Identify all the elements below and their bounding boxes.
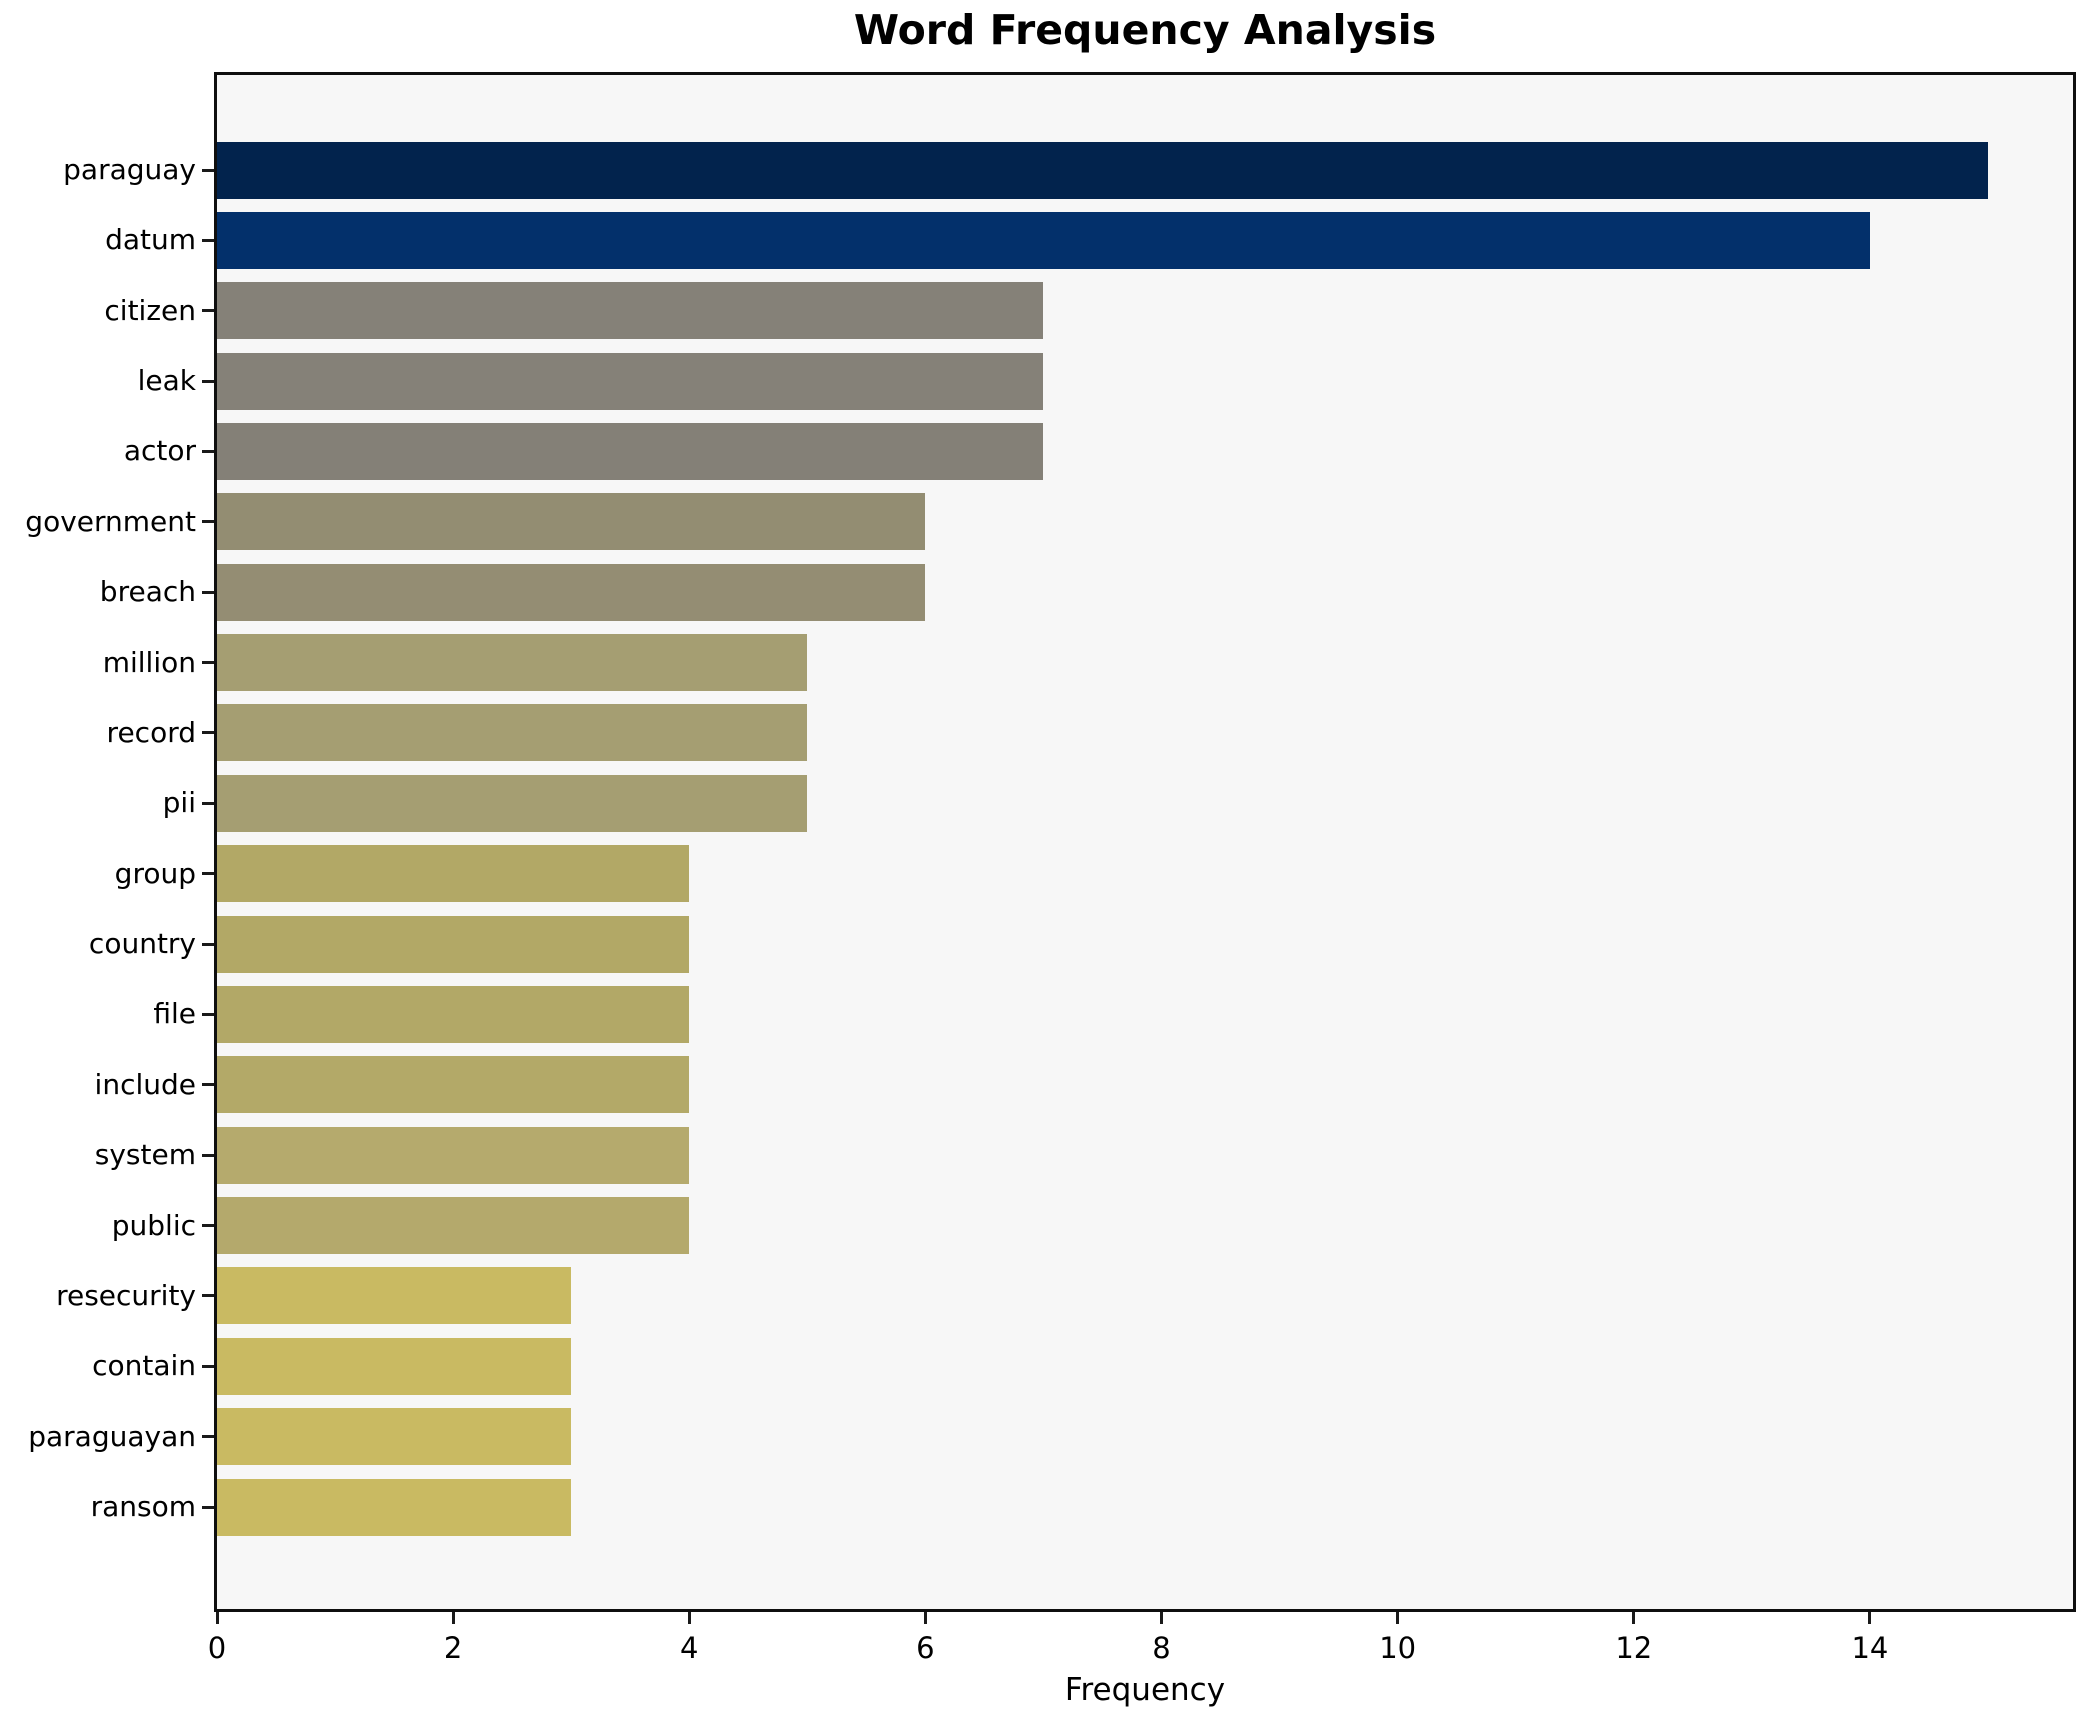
y-tick-label-government: government <box>25 504 196 538</box>
y-tick-label-country: country <box>88 927 196 961</box>
y-tick-label-million: million <box>102 645 196 679</box>
x-tick-label-4: 4 <box>680 1631 699 1665</box>
bar-leak <box>217 352 1044 410</box>
y-tick-label-paraguayan: paraguayan <box>28 1419 196 1453</box>
chart-title: Word Frequency Analysis <box>853 6 1437 54</box>
y-tick-mark <box>202 1435 214 1439</box>
y-tick-label-include: include <box>94 1067 196 1101</box>
bar-public <box>217 1197 690 1255</box>
x-tick-mark <box>215 1612 219 1624</box>
y-tick-mark <box>202 520 214 524</box>
bar-million <box>217 634 808 692</box>
x-tick-label-6: 6 <box>916 1631 935 1665</box>
y-tick-label-group: group <box>114 856 196 890</box>
y-tick-mark <box>202 1012 214 1016</box>
y-tick-mark <box>202 801 214 805</box>
y-tick-mark <box>202 1364 214 1368</box>
x-tick-label-8: 8 <box>1152 1631 1171 1665</box>
bar-actor <box>217 422 1044 480</box>
y-tick-mark <box>202 1505 214 1509</box>
y-tick-label-datum: datum <box>105 223 196 257</box>
y-tick-label-ransom: ransom <box>90 1490 196 1524</box>
y-tick-mark <box>202 942 214 946</box>
x-tick-mark <box>923 1612 927 1624</box>
plot-area <box>214 72 2076 1612</box>
x-tick-mark <box>451 1612 455 1624</box>
y-tick-label-pii: pii <box>162 786 196 820</box>
bar-breach <box>217 563 926 621</box>
bar-citizen <box>217 282 1044 340</box>
y-tick-mark <box>202 661 214 665</box>
x-tick-label-2: 2 <box>443 1631 463 1665</box>
bar-country <box>217 915 690 973</box>
bar-datum <box>217 211 1870 269</box>
y-tick-mark <box>202 1294 214 1298</box>
x-tick-label-10: 10 <box>1379 1631 1417 1665</box>
y-tick-label-contain: contain <box>92 1349 196 1383</box>
x-tick-label-14: 14 <box>1851 1631 1889 1665</box>
y-tick-mark <box>202 309 214 313</box>
y-tick-label-system: system <box>94 1138 196 1172</box>
bar-paraguayan <box>217 1408 572 1466</box>
y-tick-label-leak: leak <box>137 364 196 398</box>
x-tick-mark <box>1632 1612 1636 1624</box>
bar-group <box>217 845 690 903</box>
bar-include <box>217 1056 690 1114</box>
x-tick-label-0: 0 <box>207 1631 227 1665</box>
x-tick-mark <box>1396 1612 1400 1624</box>
bar-government <box>217 493 926 551</box>
bar-pii <box>217 774 808 832</box>
y-tick-mark <box>202 1224 214 1228</box>
y-tick-label-paraguay: paraguay <box>63 153 196 186</box>
y-tick-label-resecurity: resecurity <box>56 1278 196 1312</box>
bar-file <box>217 985 690 1043</box>
y-tick-label-citizen: citizen <box>104 293 196 327</box>
y-tick-mark <box>202 1153 214 1157</box>
bar-ransom <box>217 1478 572 1536</box>
x-tick-mark <box>1160 1612 1164 1624</box>
y-tick-mark <box>202 590 214 594</box>
y-tick-label-file: file <box>153 997 196 1031</box>
bar-paraguay <box>217 141 1988 199</box>
y-tick-label-record: record <box>106 715 196 749</box>
bar-resecurity <box>217 1267 572 1325</box>
y-tick-mark <box>202 379 214 383</box>
x-axis-label: Frequency <box>1064 1672 1226 1708</box>
y-tick-label-public: public <box>111 1208 196 1242</box>
x-tick-label-12: 12 <box>1615 1631 1653 1665</box>
y-tick-mark <box>202 168 214 172</box>
bar-system <box>217 1126 690 1184</box>
y-tick-mark <box>202 1083 214 1087</box>
y-tick-label-actor: actor <box>123 434 196 468</box>
y-tick-mark <box>202 731 214 735</box>
bar-record <box>217 704 808 762</box>
x-tick-mark <box>1868 1612 1872 1624</box>
y-tick-mark <box>202 872 214 876</box>
y-tick-mark <box>202 449 214 453</box>
bar-contain <box>217 1337 572 1395</box>
y-tick-mark <box>202 238 214 242</box>
x-tick-mark <box>687 1612 691 1624</box>
y-tick-label-breach: breach <box>99 575 196 609</box>
